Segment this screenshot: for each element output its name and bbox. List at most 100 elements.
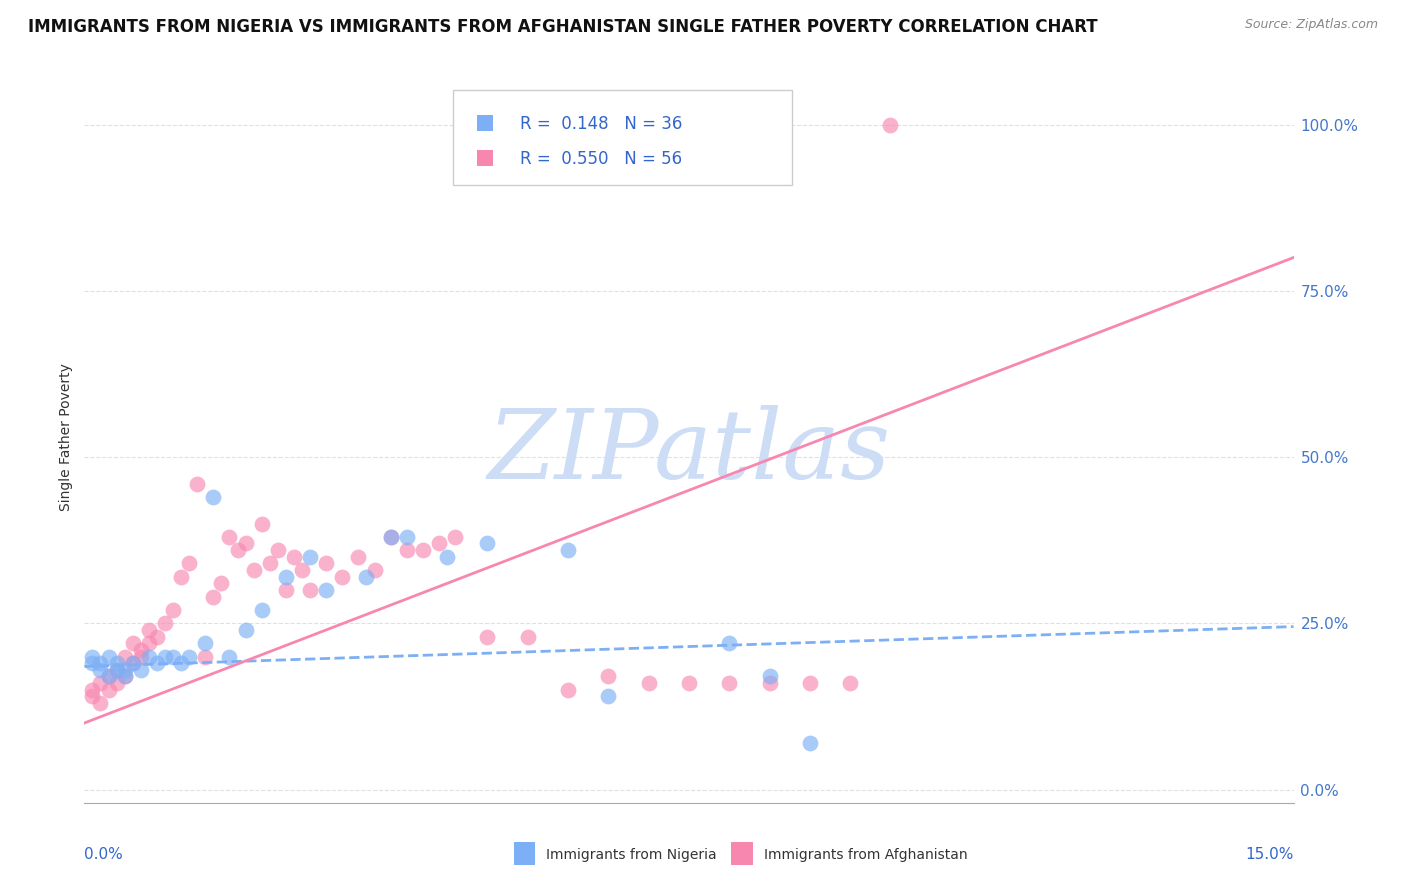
Point (259, 557, 281, 571)
Point (89, 676, 111, 690)
Point (274, 570, 297, 584)
Point (758, 676, 780, 690)
Point (299, 549, 322, 564)
Point (114, 669, 136, 683)
Point (129, 643, 152, 657)
Point (267, 543, 290, 558)
Point (718, 636, 741, 650)
Point (97, 682, 120, 697)
Point (114, 663, 136, 677)
Point (363, 563, 385, 577)
Point (315, 557, 337, 571)
Point (121, 636, 143, 650)
Point (299, 582, 322, 597)
Point (226, 543, 249, 558)
Point (162, 603, 184, 617)
Point (637, 676, 659, 690)
Y-axis label: Single Father Poverty: Single Father Poverty (59, 363, 73, 511)
Point (242, 563, 264, 577)
Point (121, 656, 143, 670)
Point (105, 656, 128, 670)
Point (758, 669, 780, 683)
Point (121, 656, 143, 670)
Point (179, 649, 201, 664)
Text: Immigrants from Nigeria: Immigrants from Nigeria (547, 848, 717, 863)
Point (114, 669, 136, 683)
Point (799, 736, 821, 750)
Point (291, 563, 314, 577)
Point (516, 630, 538, 644)
Point (153, 649, 176, 664)
Point (82, 690, 104, 704)
Point (138, 649, 160, 664)
Point (718, 676, 741, 690)
Point (179, 557, 201, 571)
Point (97, 669, 120, 683)
Text: ZIPatlas: ZIPatlas (488, 405, 890, 499)
Point (879, 118, 901, 132)
Point (194, 649, 217, 664)
Point (380, 530, 402, 544)
Point (444, 530, 467, 544)
Point (209, 576, 232, 591)
Point (146, 630, 169, 644)
Point (235, 623, 257, 637)
Point (153, 616, 176, 631)
FancyBboxPatch shape (513, 841, 536, 865)
Point (477, 536, 499, 550)
Point (330, 570, 353, 584)
Point (194, 636, 217, 650)
Point (557, 682, 579, 697)
Text: Source: ZipAtlas.com: Source: ZipAtlas.com (1244, 18, 1378, 31)
Point (250, 603, 273, 617)
Text: R =  0.550   N = 56: R = 0.550 N = 56 (520, 151, 682, 169)
Point (799, 676, 821, 690)
Point (89, 696, 111, 710)
Point (138, 636, 160, 650)
Text: R =  0.148   N = 36: R = 0.148 N = 36 (520, 115, 682, 133)
Point (146, 656, 169, 670)
Point (356, 570, 378, 584)
Point (202, 590, 225, 604)
Point (138, 623, 160, 637)
Point (97, 669, 120, 683)
Point (105, 663, 128, 677)
Point (283, 549, 305, 564)
FancyBboxPatch shape (453, 90, 792, 185)
Point (218, 530, 240, 544)
Point (82, 649, 104, 664)
Point (380, 530, 402, 544)
Point (395, 543, 418, 558)
Point (162, 649, 184, 664)
Point (347, 549, 370, 564)
Point (315, 582, 337, 597)
Point (477, 630, 499, 644)
Text: IMMIGRANTS FROM NIGERIA VS IMMIGRANTS FROM AFGHANISTAN SINGLE FATHER POVERTY COR: IMMIGRANTS FROM NIGERIA VS IMMIGRANTS FR… (28, 18, 1098, 36)
Point (129, 663, 152, 677)
Point (129, 649, 152, 664)
Point (235, 536, 257, 550)
Point (839, 676, 862, 690)
Point (436, 549, 458, 564)
Point (250, 516, 273, 531)
Point (598, 690, 620, 704)
Point (218, 649, 240, 664)
Point (170, 570, 193, 584)
Point (97, 649, 120, 664)
Point (412, 543, 434, 558)
Point (105, 676, 128, 690)
Point (170, 656, 193, 670)
Point (202, 490, 225, 504)
Text: 15.0%: 15.0% (1246, 847, 1294, 862)
FancyBboxPatch shape (478, 115, 494, 131)
Point (105, 663, 128, 677)
Text: Immigrants from Afghanistan: Immigrants from Afghanistan (763, 848, 967, 863)
Point (89, 663, 111, 677)
Point (186, 476, 208, 491)
Point (395, 530, 418, 544)
Point (274, 582, 297, 597)
Point (598, 669, 620, 683)
Point (82, 682, 104, 697)
Point (427, 536, 450, 550)
Point (678, 676, 700, 690)
